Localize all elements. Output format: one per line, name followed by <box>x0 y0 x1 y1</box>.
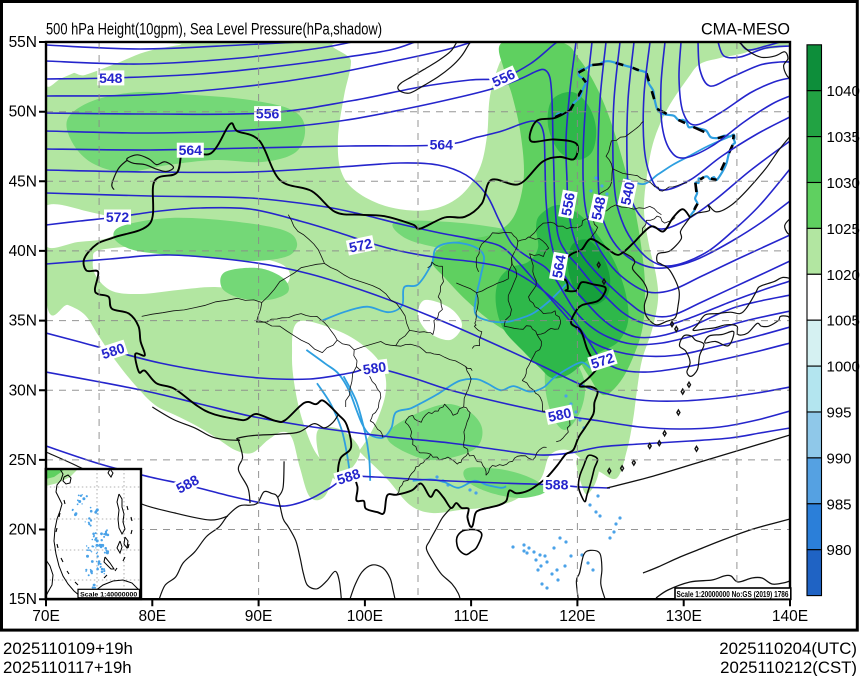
svg-text:20N: 20N <box>9 522 37 539</box>
svg-text:CMA-MESO: CMA-MESO <box>701 21 790 39</box>
svg-text:35N: 35N <box>9 313 37 330</box>
svg-text:580: 580 <box>547 404 573 425</box>
svg-text:25N: 25N <box>9 452 37 469</box>
svg-text:564: 564 <box>179 142 203 158</box>
svg-text:1040: 1040 <box>827 83 860 100</box>
svg-text:130E: 130E <box>666 608 702 625</box>
svg-text:580: 580 <box>99 340 126 363</box>
svg-text:100E: 100E <box>347 608 383 625</box>
svg-text:2025110109+19h: 2025110109+19h <box>3 639 133 658</box>
svg-text:2025110117+19h: 2025110117+19h <box>3 658 132 676</box>
svg-text:540: 540 <box>617 180 638 206</box>
svg-text:Scale 1:20000000 No:GS (2019): Scale 1:20000000 No:GS (2019) 1786 <box>677 589 789 599</box>
svg-text:985: 985 <box>827 496 852 513</box>
svg-text:588: 588 <box>545 477 569 493</box>
svg-text:572: 572 <box>106 209 130 225</box>
svg-text:70E: 70E <box>32 608 60 625</box>
svg-text:1030: 1030 <box>827 175 860 192</box>
svg-text:1025: 1025 <box>827 221 860 238</box>
svg-text:995: 995 <box>827 405 852 422</box>
svg-text:2025110204(UTC): 2025110204(UTC) <box>719 639 857 658</box>
svg-text:556: 556 <box>256 106 280 122</box>
svg-text:500 hPa Height(10gpm), Sea Lev: 500 hPa Height(10gpm), Sea Level Pressur… <box>46 21 382 39</box>
svg-text:80E: 80E <box>139 608 167 625</box>
svg-text:572: 572 <box>589 349 616 372</box>
svg-text:40N: 40N <box>9 243 37 260</box>
svg-text:15N: 15N <box>9 591 37 608</box>
svg-text:990: 990 <box>827 450 852 467</box>
svg-text:548: 548 <box>588 195 609 221</box>
svg-text:90E: 90E <box>245 608 273 625</box>
svg-text:140E: 140E <box>772 608 808 625</box>
svg-text:1035: 1035 <box>827 129 860 146</box>
svg-text:110E: 110E <box>454 608 489 625</box>
svg-text:564: 564 <box>430 137 454 153</box>
svg-text:1005: 1005 <box>827 313 860 330</box>
svg-text:564: 564 <box>549 253 569 279</box>
svg-text:548: 548 <box>99 70 123 86</box>
svg-text:55N: 55N <box>9 34 37 51</box>
svg-text:120E: 120E <box>559 608 595 625</box>
svg-text:30N: 30N <box>9 382 37 399</box>
svg-text:580: 580 <box>362 358 388 377</box>
svg-text:Scale 1:40000000: Scale 1:40000000 <box>80 591 137 598</box>
svg-text:556: 556 <box>558 191 578 217</box>
svg-text:2025110212(CST): 2025110212(CST) <box>720 658 857 676</box>
svg-text:980: 980 <box>827 542 852 559</box>
svg-text:1000: 1000 <box>827 359 860 376</box>
svg-text:45N: 45N <box>9 173 37 190</box>
svg-text:50N: 50N <box>9 104 37 121</box>
svg-text:588: 588 <box>335 465 362 488</box>
svg-text:572: 572 <box>348 235 374 256</box>
svg-text:1020: 1020 <box>827 267 860 284</box>
